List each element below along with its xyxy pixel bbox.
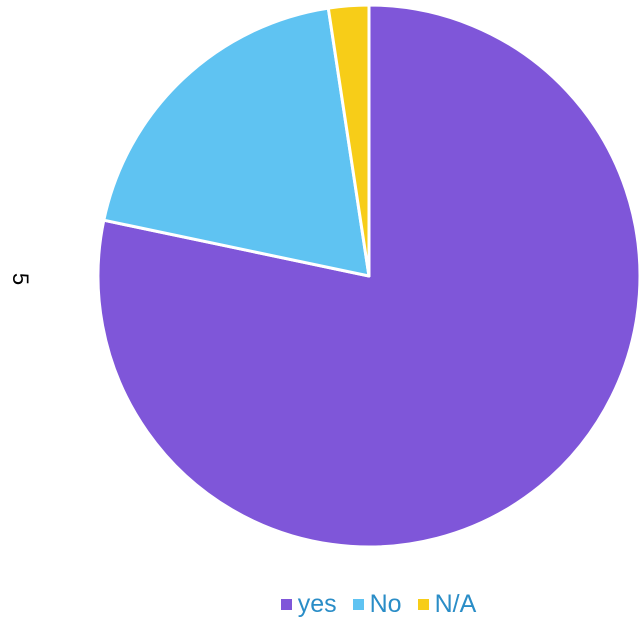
legend-item-no: No: [352, 589, 402, 618]
legend-swatch: [417, 598, 429, 610]
pie-slice-no: [102, 6, 371, 278]
side-label: 5: [8, 272, 33, 286]
legend-label: No: [369, 589, 402, 618]
legend-item-n-a: N/A: [417, 589, 477, 618]
legend-label: N/A: [434, 589, 477, 618]
pie-slice-n-a: [326, 3, 371, 278]
legend-swatch: [280, 598, 292, 610]
legend-item-yes: yes: [280, 589, 337, 618]
pie-chart: [96, 3, 639, 549]
legend: yes No N/A: [0, 586, 639, 622]
legend-label: yes: [297, 589, 337, 618]
legend-swatch: [352, 598, 364, 610]
